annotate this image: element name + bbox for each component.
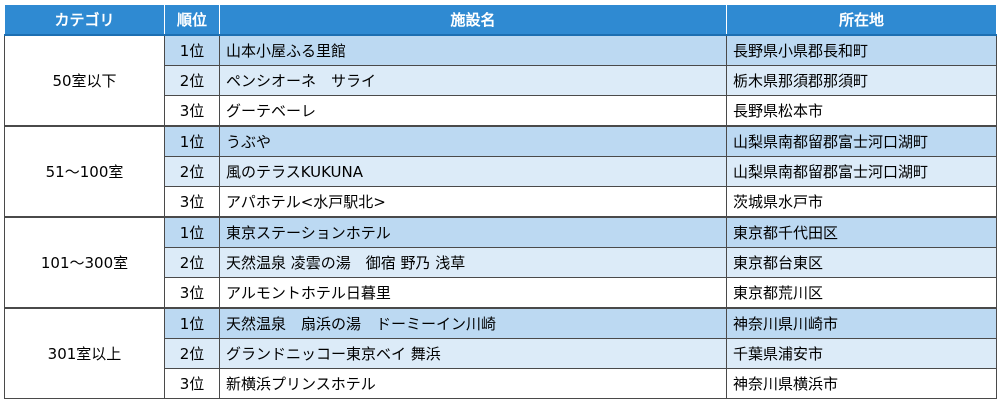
rank-cell: 2位 — [164, 338, 220, 369]
location-cell: 東京都荒川区 — [726, 277, 997, 309]
header-rank: 順位 — [164, 4, 220, 36]
table-row: 51～100室 1位 うぶや 山梨県南都留郡富士河口湖町 — [4, 125, 997, 218]
location-cell: 東京都台東区 — [726, 247, 997, 278]
rank-cell: 3位 — [164, 277, 220, 309]
table-row: 2位 グランドニッコー東京ベイ 舞浜 千葉県浦安市 — [5, 338, 997, 369]
rank-cell: 1位 — [164, 216, 220, 248]
location-cell: 山梨県南都留郡富士河口湖町 — [726, 156, 997, 187]
rank-cell: 3位 — [164, 186, 220, 218]
facility-cell: グーテベーレ — [219, 95, 727, 127]
rank-cell: 2位 — [164, 65, 220, 96]
location-cell: 神奈川県川崎市 — [726, 307, 997, 339]
category-cell: 101～300室 — [4, 216, 165, 309]
table-row: 3位 新横浜プリンスホテル 神奈川県横浜市 — [5, 368, 997, 399]
table-header: カテゴリ 順位 施設名 所在地 — [4, 4, 997, 36]
facility-cell: うぶや — [219, 125, 727, 157]
rank-cell: 1位 — [164, 34, 220, 66]
location-cell: 茨城県水戸市 — [726, 186, 997, 218]
table-row: 101～300室 1位 東京ステーションホテル 東京都千代田区 — [4, 216, 997, 309]
table-row: 2位 風のテラスKUKUNA 山梨県南都留郡富士河口湖町 — [5, 156, 997, 187]
facility-cell: グランドニッコー東京ベイ 舞浜 — [219, 338, 727, 369]
facility-cell: 東京ステーションホテル — [219, 216, 727, 248]
table-row: 301室以上 1位 天然温泉 扇浜の湯 ドーミーイン川崎 神奈川県川崎市 — [4, 307, 997, 399]
facility-cell: 山本小屋ふる里館 — [219, 34, 727, 66]
rank-cell: 1位 — [164, 307, 220, 339]
location-cell: 東京都千代田区 — [726, 216, 997, 248]
rank-cell: 1位 — [164, 125, 220, 157]
ranking-table: カテゴリ 順位 施設名 所在地 50室以下 1位 山本小屋ふる里館 長野県小県郡… — [4, 4, 997, 399]
facility-cell: 風のテラスKUKUNA — [219, 156, 727, 187]
header-row: カテゴリ 順位 施設名 所在地 — [4, 4, 997, 36]
rank-cell: 2位 — [164, 156, 220, 187]
table-row: 3位 グーテベーレ 長野県松本市 — [5, 95, 997, 127]
location-cell: 長野県松本市 — [726, 95, 997, 127]
rank-cell: 2位 — [164, 247, 220, 278]
facility-cell: ペンシオーネ サライ — [219, 65, 727, 96]
header-category: カテゴリ — [4, 4, 165, 36]
header-facility: 施設名 — [219, 4, 727, 36]
facility-cell: 天然温泉 凌雲の湯 御宿 野乃 浅草 — [219, 247, 727, 278]
facility-cell: アルモントホテル日暮里 — [219, 277, 727, 309]
location-cell: 山梨県南都留郡富士河口湖町 — [726, 125, 997, 157]
location-cell: 栃木県那須郡那須町 — [726, 65, 997, 96]
table-row: 3位 アパホテル<水戸駅北> 茨城県水戸市 — [5, 186, 997, 218]
table-row: 2位 天然温泉 凌雲の湯 御宿 野乃 浅草 東京都台東区 — [5, 247, 997, 278]
facility-cell: アパホテル<水戸駅北> — [219, 186, 727, 218]
category-cell: 301室以上 — [4, 307, 165, 399]
header-location: 所在地 — [726, 4, 997, 36]
rank-cell: 3位 — [164, 95, 220, 127]
category-cell: 50室以下 — [4, 34, 165, 127]
facility-cell: 天然温泉 扇浜の湯 ドーミーイン川崎 — [219, 307, 727, 339]
location-cell: 神奈川県横浜市 — [726, 368, 997, 399]
category-cell: 51～100室 — [4, 125, 165, 218]
rank-cell: 3位 — [164, 368, 220, 399]
table-row: 50室以下 1位 山本小屋ふる里館 長野県小県郡長和町 — [4, 34, 997, 127]
facility-cell: 新横浜プリンスホテル — [219, 368, 727, 399]
ranking-table-container: カテゴリ 順位 施設名 所在地 50室以下 1位 山本小屋ふる里館 長野県小県郡… — [4, 4, 997, 399]
location-cell: 長野県小県郡長和町 — [726, 34, 997, 66]
location-cell: 千葉県浦安市 — [726, 338, 997, 369]
table-body: 50室以下 1位 山本小屋ふる里館 長野県小県郡長和町 2位 ペンシオーネ サラ… — [4, 34, 997, 399]
table-row: 2位 ペンシオーネ サライ 栃木県那須郡那須町 — [5, 65, 997, 96]
